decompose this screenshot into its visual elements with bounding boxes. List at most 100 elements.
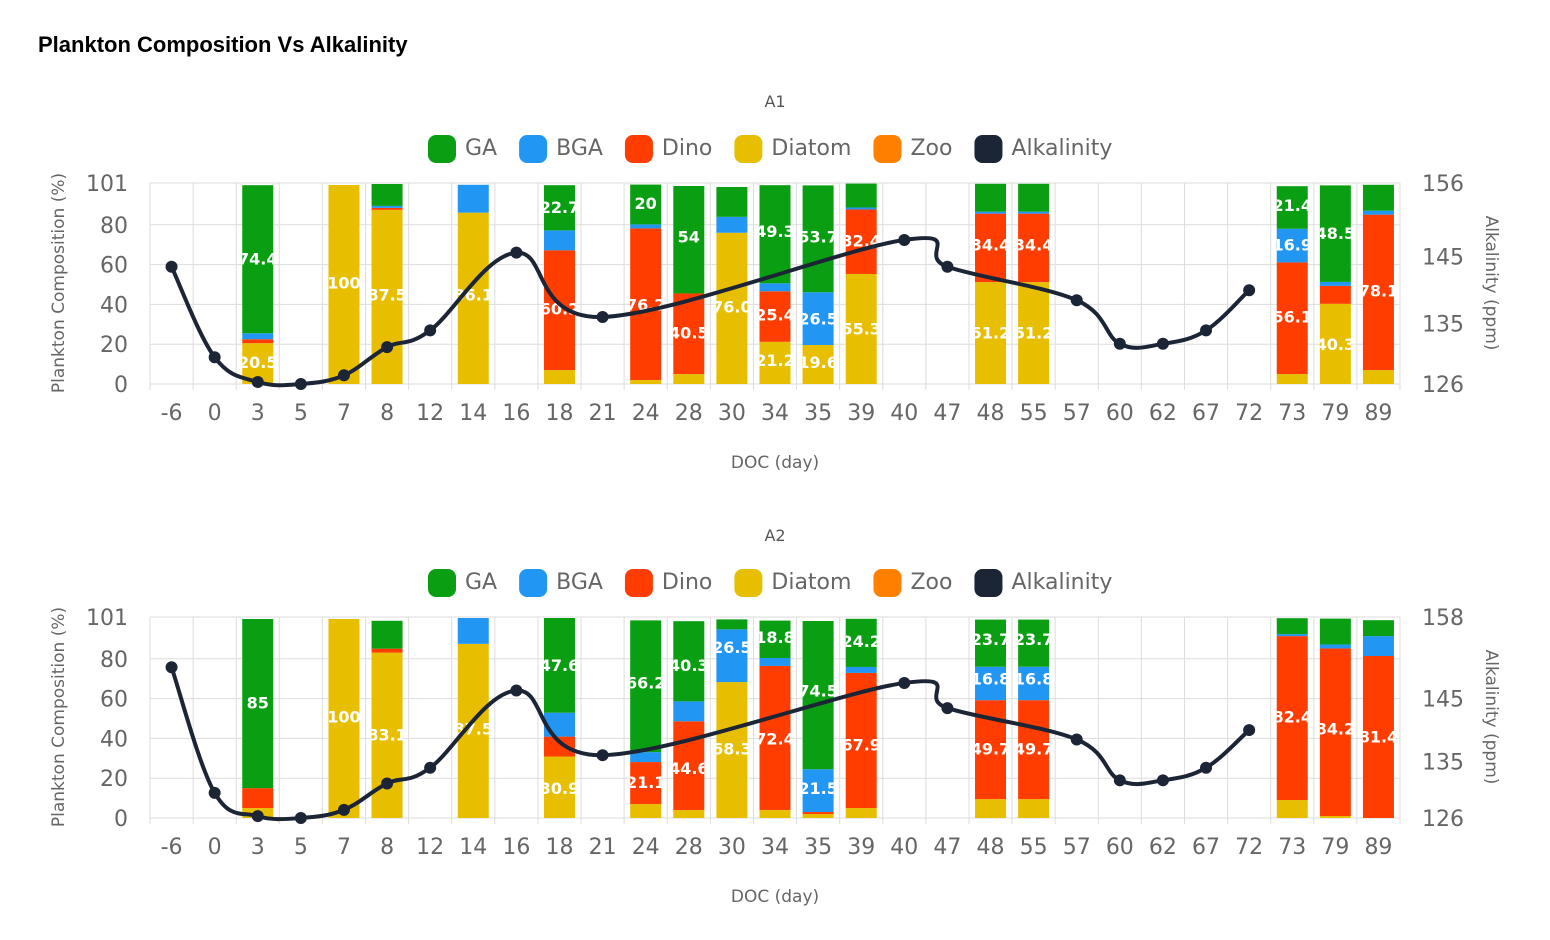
bar-bga — [716, 216, 748, 233]
x-tick-label: 60 — [1106, 401, 1134, 426]
y-axis-title: Plankton Composition (%) — [49, 173, 69, 393]
x-axis-title: DOC (day) — [731, 453, 819, 473]
bar-data-label: 23.7 — [1014, 630, 1053, 649]
bar-data-label: 26.5 — [798, 309, 837, 328]
bar-dino — [1018, 213, 1050, 283]
y-tick-label: 80 — [100, 648, 128, 673]
bar-data-label: 16.9 — [1272, 236, 1311, 255]
bar-dino — [759, 291, 791, 342]
y2-tick-label: 126 — [1422, 373, 1464, 398]
legend-item-alkalinity: Alkalinity — [974, 135, 1112, 163]
alkalinity-point — [251, 375, 264, 388]
y-tick-label: 20 — [100, 333, 128, 358]
chart-legend: GA BGA Dino Diatom Zoo Alkalinity — [428, 569, 1112, 597]
alkalinity-point — [596, 311, 609, 323]
bar-ga — [802, 185, 834, 293]
x-tick-label: 40 — [890, 401, 918, 426]
bar-data-label: 54 — [678, 228, 700, 247]
bar-dino — [1362, 214, 1394, 371]
alkalinity-point — [596, 749, 609, 762]
x-axis-title: DOC (day) — [731, 887, 819, 907]
bar-diatom — [845, 273, 877, 384]
bar-data-label: 22.7 — [540, 198, 579, 217]
bar-data-label: 23.7 — [971, 630, 1010, 649]
y-tick-label: 0 — [114, 807, 128, 832]
legend-label-diatom: Diatom — [771, 136, 851, 161]
bar-dino — [759, 665, 791, 811]
bar-data-label: 16.8 — [1014, 670, 1053, 689]
bar-data-label: 47.6 — [540, 656, 579, 675]
bar-data-label: 18.8 — [755, 628, 794, 647]
bars — [242, 183, 1394, 384]
chart-title: A1 — [764, 92, 785, 111]
bar-diatom — [1018, 799, 1050, 818]
bar-dino — [371, 648, 403, 653]
bar-dino — [1319, 648, 1351, 817]
alkalinity-point — [381, 341, 394, 354]
legend-swatch-bga — [519, 135, 548, 163]
x-tick-label: 30 — [718, 401, 746, 426]
bar-bga — [1276, 634, 1308, 637]
x-tick-label: 79 — [1321, 401, 1349, 426]
page-title: Plankton Composition Vs Alkalinity — [38, 32, 408, 57]
legend-swatch-alkalinity — [974, 569, 1003, 597]
bar-ga — [845, 183, 877, 208]
x-tick-label: 0 — [208, 401, 222, 426]
x-tick-label: 47 — [933, 835, 961, 860]
bar-diatom — [673, 810, 705, 818]
x-tick-label: 35 — [804, 401, 832, 426]
x-tick-label: 34 — [761, 401, 789, 426]
bar-bga — [802, 769, 834, 813]
bar-data-label: 34.4 — [971, 236, 1010, 255]
bar-diatom — [630, 804, 662, 818]
legend-label-ga: GA — [465, 570, 497, 595]
alkalinity-point — [1113, 337, 1126, 350]
bar-dino — [975, 213, 1007, 283]
legend-swatch-zoo — [873, 569, 902, 597]
bar-diatom — [457, 212, 489, 384]
bar-data-label: 74.5 — [798, 682, 837, 701]
x-tick-label: 73 — [1278, 401, 1306, 426]
bar-diatom — [759, 810, 791, 818]
bar-ga — [1018, 183, 1050, 212]
bar-data-label: 100 — [327, 274, 360, 293]
y-tick-label: 40 — [100, 727, 128, 752]
bar-dino — [845, 209, 877, 274]
bar-bga — [630, 224, 662, 229]
bar-ga — [759, 185, 791, 284]
bar-diatom — [630, 380, 662, 384]
y-tick-label: 20 — [100, 767, 128, 792]
bar-data-label: 72.4 — [755, 729, 794, 748]
chart-title: A2 — [764, 526, 785, 545]
alkalinity-point — [381, 777, 394, 790]
bar-bga — [845, 666, 877, 673]
legend-swatch-dino — [624, 135, 653, 163]
bar-diatom — [975, 799, 1007, 818]
alkalinity-point — [424, 761, 437, 774]
bar-bga — [673, 701, 705, 722]
alkalinity-point — [424, 324, 437, 337]
x-tick-label: 7 — [337, 401, 351, 426]
bar-data-label: 83.1 — [367, 725, 406, 744]
x-tick-label: 79 — [1321, 835, 1349, 860]
bar-data-label: 44.6 — [669, 759, 708, 778]
legend-item-diatom: Diatom — [734, 569, 851, 597]
alkalinity-point — [1243, 284, 1256, 297]
bar-diatom — [673, 374, 705, 384]
legend-item-dino: Dino — [624, 569, 712, 597]
legend-item-diatom: Diatom — [734, 135, 851, 163]
bar-dino — [1362, 656, 1394, 818]
x-tick-label: 8 — [380, 835, 394, 860]
bar-ga — [543, 185, 575, 231]
alkalinity-point — [337, 803, 350, 816]
alkalinity-point — [294, 812, 307, 824]
x-tick-label: 39 — [847, 835, 875, 860]
bar-diatom — [1276, 374, 1308, 384]
bar-bga — [1276, 228, 1308, 263]
bar-ga — [975, 619, 1007, 667]
x-tick-label: 55 — [1020, 835, 1048, 860]
bar-data-label: 40.5 — [669, 323, 708, 342]
legend-item-zoo: Zoo — [873, 569, 952, 597]
x-tick-label: 24 — [632, 835, 660, 860]
